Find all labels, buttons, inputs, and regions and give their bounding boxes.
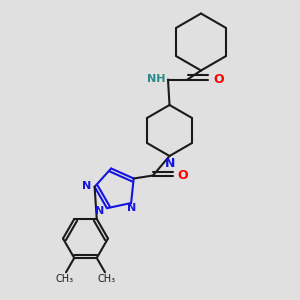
Text: N: N — [165, 157, 175, 170]
Text: N: N — [94, 206, 104, 216]
Text: N: N — [82, 181, 91, 190]
Text: CH₃: CH₃ — [98, 274, 116, 284]
Text: O: O — [213, 73, 224, 86]
Text: CH₃: CH₃ — [56, 274, 74, 284]
Text: NH: NH — [147, 74, 166, 84]
Text: O: O — [177, 169, 188, 182]
Text: N: N — [127, 203, 136, 213]
